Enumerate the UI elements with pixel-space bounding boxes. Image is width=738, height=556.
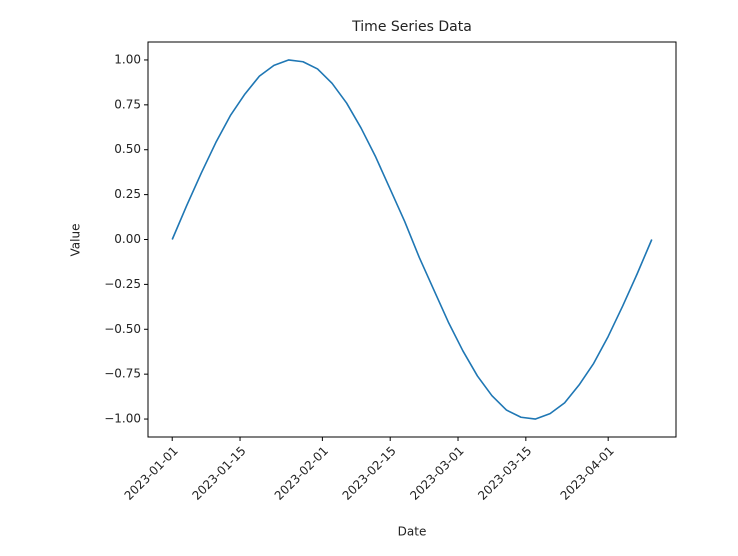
y-tick-label: 0.25: [114, 187, 141, 201]
series-line: [171, 59, 653, 420]
y-axis-label: Value: [69, 224, 83, 257]
y-tick-label: 0.75: [114, 97, 141, 111]
y-tick-label: −0.25: [104, 277, 141, 291]
y-tick-label: 1.00: [114, 52, 141, 66]
x-tick-label: 2023-03-01: [407, 444, 466, 503]
x-tick-label: 2023-02-01: [272, 444, 331, 503]
x-tick-label: 2023-01-01: [122, 444, 181, 503]
x-tick-label: 2023-03-15: [475, 444, 534, 503]
y-tick-label: −1.00: [104, 412, 141, 426]
x-tick-label: 2023-04-01: [558, 444, 617, 503]
x-tick-label: 2023-02-15: [340, 444, 399, 503]
y-tick-label: 0.50: [114, 142, 141, 156]
y-tick-label: 0.00: [114, 232, 141, 246]
y-tick-label: −0.50: [104, 322, 141, 336]
x-tick-label: 2023-01-15: [189, 444, 248, 503]
chart-title: Time Series Data: [351, 19, 472, 35]
y-tick-label: −0.75: [104, 367, 141, 381]
x-axis-label: Date: [398, 525, 427, 539]
